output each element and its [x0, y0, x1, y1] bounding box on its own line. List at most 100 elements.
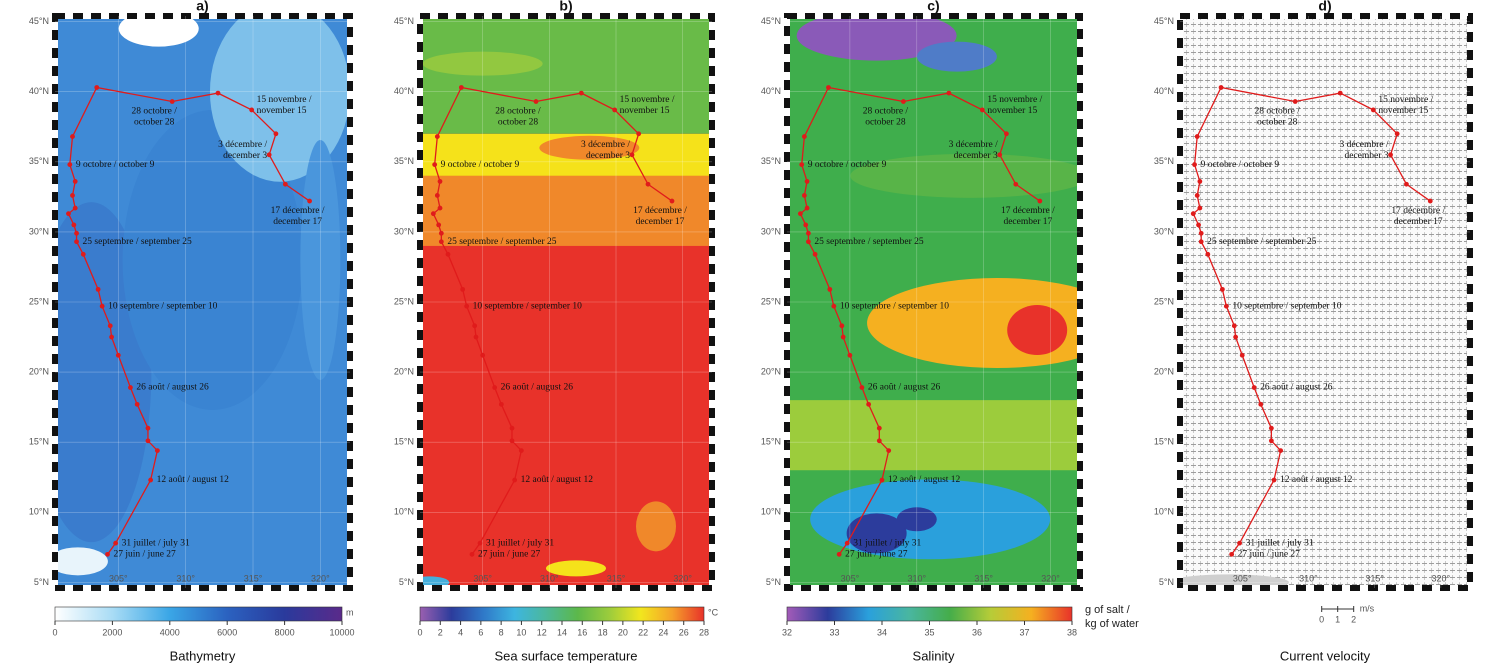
field-blob: [1180, 574, 1289, 588]
track-point: [1198, 239, 1204, 245]
track-label: 15 novembre /: [257, 95, 312, 105]
track-point: [836, 551, 842, 557]
lon-label: 315°: [1365, 573, 1384, 583]
track-label: 9 octobre / october 9: [1201, 160, 1280, 170]
track-point: [806, 239, 811, 245]
track-point: [1197, 205, 1203, 211]
track-point: [1198, 230, 1204, 236]
track-point: [307, 198, 312, 204]
track-label: 31 juillet / july 31: [486, 538, 554, 548]
track-label: 26 août / august 26: [136, 383, 209, 393]
track-point: [812, 251, 818, 257]
track-point: [1197, 179, 1203, 184]
track-point: [866, 401, 872, 407]
lon-label: 320°: [673, 573, 692, 583]
track-point: [472, 323, 478, 329]
field: [1180, 16, 1470, 588]
track-label: 27 juin / june 27: [1238, 550, 1301, 560]
lon-label: 320°: [311, 573, 330, 583]
colorbar-label: 24: [658, 627, 668, 637]
track-point: [107, 323, 113, 329]
track-point: [512, 477, 518, 483]
track-point: [282, 181, 288, 187]
track-label: december 17: [1003, 217, 1052, 227]
track-point: [438, 230, 444, 236]
track-label: 9 octobre / october 9: [808, 160, 887, 170]
colorbar-label: 6: [478, 627, 483, 637]
lon-label: 315°: [244, 573, 263, 583]
track-point: [801, 134, 807, 139]
colorbar-label: 10000: [329, 627, 354, 637]
track-label: 26 août / august 26: [501, 383, 574, 393]
track-point: [1251, 385, 1257, 390]
track-point: [1218, 85, 1224, 90]
track-point: [509, 425, 515, 431]
track-point: [979, 107, 985, 113]
track-point: [1404, 181, 1409, 187]
map-frame: [52, 13, 353, 591]
track-point: [1219, 286, 1225, 292]
track-label: 12 août / august 12: [1280, 475, 1353, 485]
track-point: [434, 134, 440, 139]
track-label: 9 octobre / october 9: [441, 160, 520, 170]
track-point: [1268, 438, 1274, 444]
field-blob: [546, 560, 606, 577]
track-point: [831, 303, 837, 309]
track-label: 12 août / august 12: [157, 475, 230, 485]
track-point: [847, 352, 853, 358]
track-label: 10 septembre / september 10: [108, 301, 217, 311]
lat-label: 30°N: [1154, 226, 1174, 236]
track-label: december 3: [223, 151, 267, 161]
track-point: [1194, 193, 1200, 198]
track-point: [437, 205, 443, 211]
track-point: [72, 179, 78, 184]
lat-label: 40°N: [1154, 86, 1174, 96]
track-label: 3 décembre /: [949, 140, 998, 150]
panel-letter: b): [559, 0, 572, 14]
track-point: [900, 99, 906, 104]
colorbar-label: 16: [577, 627, 587, 637]
lat-label: 15°N: [761, 437, 781, 447]
track-point: [1196, 222, 1201, 228]
track-point: [1271, 477, 1277, 483]
colorbar-label: 0: [52, 627, 57, 637]
track-label: 31 juillet / july 31: [122, 538, 190, 548]
field-blob: [118, 16, 199, 47]
lat-label: 30°N: [29, 226, 49, 236]
track-point: [128, 385, 133, 390]
track-point: [67, 162, 73, 168]
track-label: 25 septembre / september 25: [814, 237, 923, 247]
track-point: [629, 152, 635, 158]
colorbar: [786, 606, 1073, 622]
lat-label: 25°N: [394, 296, 414, 306]
lat-label: 40°N: [761, 86, 781, 96]
track-label: november 15: [987, 106, 1037, 116]
field: [420, 16, 712, 588]
colorbar-label: 36: [972, 627, 982, 637]
track-point: [578, 90, 584, 96]
track-point: [1237, 540, 1242, 546]
track-label: 28 octobre /: [1255, 107, 1301, 117]
field-blob: [122, 109, 303, 410]
track-point: [879, 477, 885, 483]
track-point: [1388, 152, 1393, 158]
track-point: [1258, 401, 1264, 407]
panel-caption: Salinity: [913, 648, 955, 663]
colorbar-label: 8000: [275, 627, 295, 637]
track-point: [66, 211, 71, 217]
field-band: [420, 175, 712, 246]
track-label: 9 octobre / october 9: [76, 160, 155, 170]
track-point: [148, 477, 154, 483]
lat-label: 20°N: [29, 366, 49, 376]
track-point: [74, 239, 79, 245]
lat-label: 45°N: [1154, 16, 1174, 26]
track-label: 12 août / august 12: [888, 475, 961, 485]
track-point: [473, 334, 479, 340]
track-point: [827, 286, 833, 292]
map-panel: d) 5°N 10°N 15°N 20°N 25°N 30°N 35°N 40°N 45°N 305…: [1154, 0, 1473, 663]
lon-label: 320°: [1041, 573, 1060, 583]
lat-label: 35°N: [1154, 156, 1174, 166]
track-label: 3 décembre /: [1339, 140, 1388, 150]
colorbar-label: 2000: [102, 627, 122, 637]
colorbar-label: 26: [679, 627, 689, 637]
